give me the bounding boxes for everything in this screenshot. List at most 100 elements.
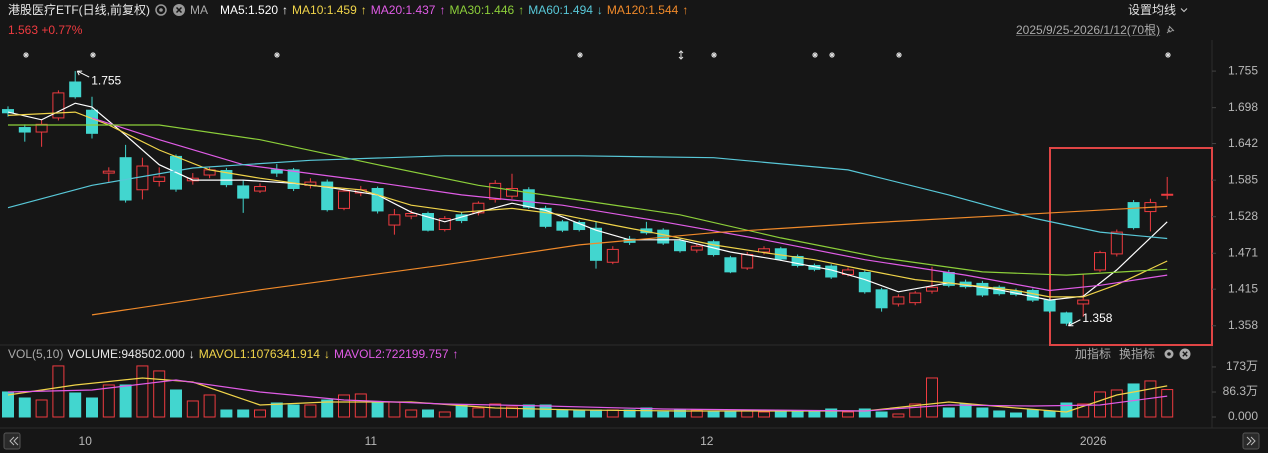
close-icon[interactable] xyxy=(172,3,186,17)
y-tick-label: 1.585 xyxy=(1228,172,1258,186)
volume-bar xyxy=(371,402,384,418)
volume-bar xyxy=(808,411,821,418)
settings-icon[interactable] xyxy=(154,3,168,17)
candle-body xyxy=(18,127,31,133)
candle-body xyxy=(489,182,502,200)
ma-label: MA60:1.494 xyxy=(528,3,593,17)
high-annotation: 1.755 xyxy=(91,73,121,87)
date-range[interactable]: 2025/9/25-2026/1/12(70根) xyxy=(1016,23,1161,37)
volume-bar xyxy=(573,409,586,418)
settings-button[interactable]: 设置均线 xyxy=(1128,3,1177,17)
y-tick-label: 86.3万 xyxy=(1223,384,1258,398)
pin-icon[interactable] xyxy=(1164,24,1176,36)
volume-bar xyxy=(1026,409,1039,418)
chevron xyxy=(1180,8,1188,13)
candle-body xyxy=(875,289,888,309)
volume-bar xyxy=(539,404,552,418)
volume-bar xyxy=(254,409,266,418)
ma-label: MA10:1.459 xyxy=(292,3,357,17)
volume-bar xyxy=(926,377,938,418)
mavol-label: MAVOL2:722199.757 xyxy=(333,347,449,361)
event-marker xyxy=(90,52,96,58)
volume-bar xyxy=(875,411,888,418)
mavol-label: MAVOL1:1076341.914 xyxy=(198,347,320,361)
volume-bar xyxy=(590,409,602,418)
candle-body xyxy=(1043,299,1056,312)
volume-bar xyxy=(707,411,720,418)
y-tick-label: 1.471 xyxy=(1228,245,1258,259)
y-tick-label: 1.415 xyxy=(1228,281,1258,295)
candle-body xyxy=(690,245,703,251)
y-tick-label: 1.698 xyxy=(1228,100,1258,114)
candle-body xyxy=(270,169,283,174)
ma-label: MA5:1.520 xyxy=(220,3,279,17)
volume-bar xyxy=(304,404,317,418)
gear-icon[interactable] xyxy=(1163,348,1175,360)
add-indicator[interactable]: 加指标 xyxy=(1075,347,1112,361)
candle-body xyxy=(371,187,384,212)
volume-trend: ↓ xyxy=(188,347,195,361)
volume-bar xyxy=(506,406,518,418)
scroll-right[interactable] xyxy=(1242,432,1260,450)
switch-indicator[interactable]: 换指标 xyxy=(1119,347,1156,361)
volume-bar xyxy=(287,404,300,418)
candle-body xyxy=(388,214,401,226)
ma-trend: ↑ xyxy=(282,3,289,17)
price-header: 港股医疗ETF(日线,前复权) MA MA5:1.520 ↑ MA10:1.459… xyxy=(8,3,688,17)
candle-body xyxy=(506,187,518,197)
volume-header: VOL(5,10) VOLUME:948502.000 ↓ MAVOL1:1076… xyxy=(8,347,459,361)
volume-bar xyxy=(186,400,199,418)
ma-settings[interactable]: 设置均线 xyxy=(1128,3,1188,17)
candle-body xyxy=(539,207,552,227)
volume-bar xyxy=(2,391,14,418)
volume-bar xyxy=(69,392,82,418)
close-icon[interactable] xyxy=(1179,348,1191,360)
volume-bar xyxy=(321,399,334,418)
scroll-left[interactable] xyxy=(3,432,21,450)
candle-body xyxy=(237,185,250,199)
ma-label: MA30:1.446 xyxy=(449,3,515,17)
chart-title: 港股医疗ETF(日线,前复权) xyxy=(8,3,150,17)
candle-body xyxy=(1094,252,1106,271)
volume-bar xyxy=(976,407,989,418)
candle-body xyxy=(1127,202,1140,229)
x-tick-label: 11 xyxy=(365,434,378,448)
ma-line xyxy=(7,111,1168,298)
ma-line xyxy=(91,205,1168,316)
volume-bar xyxy=(438,411,451,418)
candle-body xyxy=(254,186,266,192)
volume-bar xyxy=(1010,412,1022,418)
ma-line xyxy=(7,155,1168,240)
ma-trend: ↓ xyxy=(596,3,603,17)
volume-bar xyxy=(674,409,686,418)
volume-bar xyxy=(1043,410,1056,418)
candle-body xyxy=(86,109,98,134)
ma-label: MA120:1.544 xyxy=(606,3,679,17)
candle-body xyxy=(606,248,619,263)
volume-bar xyxy=(842,411,854,418)
volume-bar xyxy=(556,409,569,418)
ma-trend: ↑ xyxy=(439,3,446,17)
quote-row: 1.563 +0.77% xyxy=(8,23,82,37)
volume-bar xyxy=(472,407,485,418)
volume-bar xyxy=(942,407,955,418)
candle-body xyxy=(455,214,468,222)
candle-body xyxy=(791,255,804,266)
ma-trend: ↑ xyxy=(682,3,689,17)
candle-body xyxy=(321,181,334,211)
ma-label: MA20:1.437 xyxy=(370,3,436,17)
annotation-arrow xyxy=(76,70,90,78)
volume-bar xyxy=(774,411,787,418)
y-tick-label: 173万 xyxy=(1226,359,1258,373)
volume-bar xyxy=(220,409,233,418)
event-marker xyxy=(812,52,818,58)
candle-body xyxy=(741,254,754,269)
x-tick-label: 2026 xyxy=(1080,434,1107,448)
candle-body xyxy=(102,170,115,174)
volume-bar xyxy=(909,403,922,418)
event-marker xyxy=(577,52,583,58)
event-marker xyxy=(829,52,835,58)
volume-bar xyxy=(1161,389,1174,418)
low-annotation: 1.358 xyxy=(1082,311,1112,325)
volume-bar xyxy=(203,394,216,418)
